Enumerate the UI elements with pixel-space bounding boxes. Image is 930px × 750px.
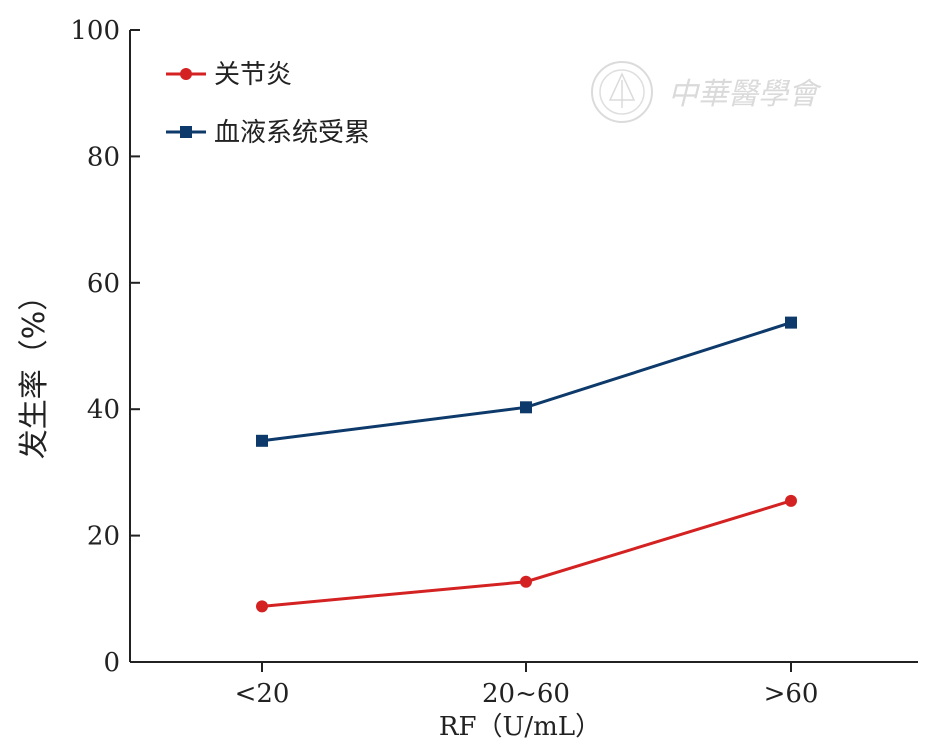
y-axis: 0 20 40 60 80 100 (70, 16, 140, 678)
y-tick-label: 80 (87, 142, 120, 172)
legend-label: 关节炎 (214, 60, 292, 90)
legend-item-0: 关节炎 (166, 60, 292, 90)
y-axis-title: 发生率（%） (17, 281, 52, 460)
legend-item-1: 血液系统受累 (166, 118, 370, 148)
data-point (256, 434, 268, 447)
y-tick-label: 40 (87, 395, 120, 425)
x-tick-label: <20 (235, 679, 290, 709)
data-point (256, 600, 268, 613)
legend-marker-square-icon (180, 126, 192, 138)
data-point (785, 316, 797, 329)
series-line-0 (261, 499, 792, 608)
x-axis: <20 20~60 >60 (130, 661, 918, 709)
x-tick-label: 20~60 (482, 679, 570, 709)
watermark: 中華醫學會 (591, 61, 822, 123)
medical-association-seal-icon (591, 61, 653, 123)
y-tick-label: 100 (70, 16, 120, 46)
legend-label: 血液系统受累 (214, 118, 370, 148)
y-tick-label: 60 (87, 269, 120, 299)
legend-marker-circle-icon (180, 68, 192, 80)
data-point (520, 401, 532, 414)
data-point (785, 494, 797, 507)
series-line-1 (261, 321, 792, 443)
x-axis-title: RF（U/mL） (439, 712, 601, 742)
series-group (256, 316, 797, 613)
y-tick-label: 20 (87, 522, 120, 552)
x-tick-label: >60 (764, 679, 819, 709)
watermark-text: 中華醫學會 (668, 77, 822, 112)
y-tick-label: 0 (103, 648, 120, 678)
data-point (520, 575, 532, 588)
